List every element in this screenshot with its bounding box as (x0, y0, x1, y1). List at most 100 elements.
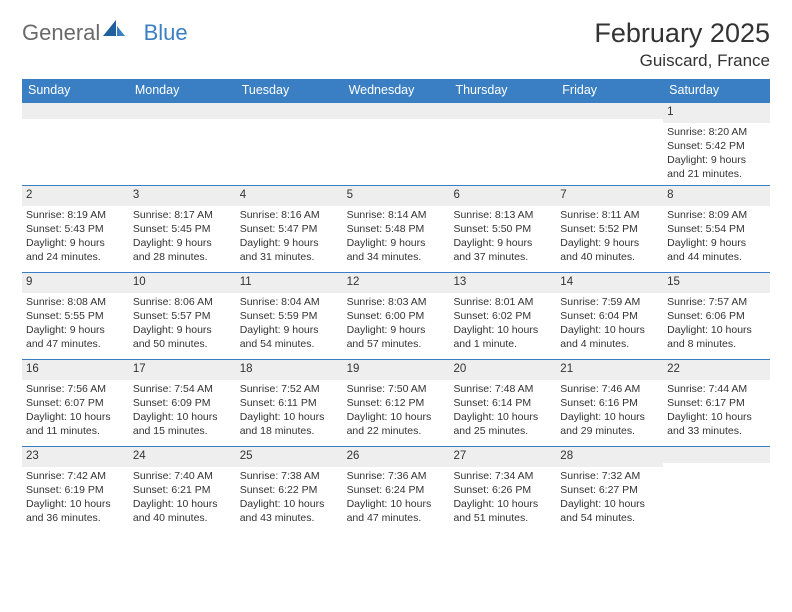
sunset-text: Sunset: 6:24 PM (347, 483, 446, 497)
calendar-cell: 7 Sunrise: 8:11 AMSunset: 5:52 PMDaylight… (556, 186, 663, 272)
brand-word-1: General (22, 20, 100, 46)
day-header: Wednesday (343, 79, 450, 102)
sunset-text: Sunset: 5:42 PM (667, 139, 766, 153)
sunrise-text: Sunrise: 7:48 AM (453, 382, 552, 396)
sunrise-text: Sunrise: 8:16 AM (240, 208, 339, 222)
day-number: 23 (22, 447, 129, 467)
calendar-week: 23Sunrise: 7:42 AMSunset: 6:19 PMDayligh… (22, 446, 770, 533)
month-title: February 2025 (594, 18, 770, 49)
brand-word-2: Blue (144, 20, 188, 46)
sunset-text: Sunset: 6:02 PM (453, 309, 552, 323)
calendar-cell: 25 Sunrise: 7:38 AMSunset: 6:22 PMDayligh… (236, 447, 343, 533)
daylight-text: Daylight: 9 hours and 54 minutes. (240, 323, 339, 351)
calendar-week: 9Sunrise: 8:08 AMSunset: 5:55 PMDaylight… (22, 272, 770, 359)
day-number: 24 (129, 447, 236, 467)
sunrise-text: Sunrise: 8:04 AM (240, 295, 339, 309)
day-number: 3 (129, 186, 236, 206)
daylight-text: Daylight: 9 hours and 40 minutes. (560, 236, 659, 264)
day-number (663, 447, 770, 463)
sunrise-text: Sunrise: 8:11 AM (560, 208, 659, 222)
sunset-text: Sunset: 6:19 PM (26, 483, 125, 497)
day-header: Saturday (663, 79, 770, 102)
day-number: 25 (236, 447, 343, 467)
calendar-cell: 3Sunrise: 8:17 AMSunset: 5:45 PMDaylight… (129, 186, 236, 272)
daylight-text: Daylight: 10 hours and 1 minute. (453, 323, 552, 351)
day-number: 18 (236, 360, 343, 380)
sunset-text: Sunset: 6:12 PM (347, 396, 446, 410)
daylight-text: Daylight: 10 hours and 25 minutes. (453, 410, 552, 438)
sunset-text: Sunset: 6:00 PM (347, 309, 446, 323)
daylight-text: Daylight: 9 hours and 37 minutes. (453, 236, 552, 264)
day-header: Tuesday (236, 79, 343, 102)
sunset-text: Sunset: 6:17 PM (667, 396, 766, 410)
sunrise-text: Sunrise: 8:03 AM (347, 295, 446, 309)
daylight-text: Daylight: 10 hours and 18 minutes. (240, 410, 339, 438)
day-number: 17 (129, 360, 236, 380)
sunrise-text: Sunrise: 7:44 AM (667, 382, 766, 396)
sunset-text: Sunset: 6:22 PM (240, 483, 339, 497)
day-number: 28 (556, 447, 663, 467)
sunset-text: Sunset: 6:26 PM (453, 483, 552, 497)
sunrise-text: Sunrise: 7:59 AM (560, 295, 659, 309)
sunset-text: Sunset: 5:48 PM (347, 222, 446, 236)
sunrise-text: Sunrise: 7:46 AM (560, 382, 659, 396)
calendar-cell: 24Sunrise: 7:40 AMSunset: 6:21 PMDayligh… (129, 447, 236, 533)
calendar-cell: 14 Sunrise: 7:59 AMSunset: 6:04 PMDayligh… (556, 273, 663, 359)
sunrise-text: Sunrise: 8:06 AM (133, 295, 232, 309)
day-header: Friday (556, 79, 663, 102)
calendar-cell: 1Sunrise: 8:20 AMSunset: 5:42 PMDaylight… (663, 103, 770, 185)
daylight-text: Daylight: 9 hours and 28 minutes. (133, 236, 232, 264)
day-number (449, 103, 556, 119)
sunrise-text: Sunrise: 7:54 AM (133, 382, 232, 396)
day-number: 9 (22, 273, 129, 293)
sunset-text: Sunset: 5:57 PM (133, 309, 232, 323)
calendar-week: 16Sunrise: 7:56 AMSunset: 6:07 PMDayligh… (22, 359, 770, 446)
sunrise-text: Sunrise: 7:40 AM (133, 469, 232, 483)
calendar-cell (663, 447, 770, 533)
day-number: 16 (22, 360, 129, 380)
calendar-week: 1Sunrise: 8:20 AMSunset: 5:42 PMDaylight… (22, 102, 770, 185)
daylight-text: Daylight: 10 hours and 4 minutes. (560, 323, 659, 351)
calendar-cell: 13Sunrise: 8:01 AMSunset: 6:02 PMDayligh… (449, 273, 556, 359)
sunset-text: Sunset: 6:16 PM (560, 396, 659, 410)
daylight-text: Daylight: 10 hours and 43 minutes. (240, 497, 339, 525)
sunrise-text: Sunrise: 8:19 AM (26, 208, 125, 222)
calendar-cell (556, 103, 663, 185)
sunrise-text: Sunrise: 7:32 AM (560, 469, 659, 483)
daylight-text: Daylight: 10 hours and 33 minutes. (667, 410, 766, 438)
sunset-text: Sunset: 5:47 PM (240, 222, 339, 236)
daylight-text: Daylight: 9 hours and 44 minutes. (667, 236, 766, 264)
calendar-cell: 21Sunrise: 7:46 AMSunset: 6:16 PMDayligh… (556, 360, 663, 446)
sunrise-text: Sunrise: 7:34 AM (453, 469, 552, 483)
sunrise-text: Sunrise: 7:38 AM (240, 469, 339, 483)
day-number: 2 (22, 186, 129, 206)
sunset-text: Sunset: 6:06 PM (667, 309, 766, 323)
calendar-cell: 11Sunrise: 8:04 AMSunset: 5:59 PMDayligh… (236, 273, 343, 359)
sunset-text: Sunset: 5:52 PM (560, 222, 659, 236)
day-number: 6 (449, 186, 556, 206)
calendar-page: General Blue February 2025 Guiscard, Fra… (0, 0, 792, 543)
calendar-cell: 28Sunrise: 7:32 AMSunset: 6:27 PMDayligh… (556, 447, 663, 533)
day-number: 14 (556, 273, 663, 293)
calendar-cell: 10 Sunrise: 8:06 AMSunset: 5:57 PMDayligh… (129, 273, 236, 359)
sunset-text: Sunset: 6:07 PM (26, 396, 125, 410)
calendar-cell: 5Sunrise: 8:14 AMSunset: 5:48 PMDaylight… (343, 186, 450, 272)
sunset-text: Sunset: 6:04 PM (560, 309, 659, 323)
calendar-cell: 8Sunrise: 8:09 AMSunset: 5:54 PMDaylight… (663, 186, 770, 272)
daylight-text: Daylight: 9 hours and 50 minutes. (133, 323, 232, 351)
day-number: 26 (343, 447, 450, 467)
day-number: 10 (129, 273, 236, 293)
day-number: 7 (556, 186, 663, 206)
day-number: 27 (449, 447, 556, 467)
day-number: 21 (556, 360, 663, 380)
daylight-text: Daylight: 10 hours and 8 minutes. (667, 323, 766, 351)
calendar-cell: 9Sunrise: 8:08 AMSunset: 5:55 PMDaylight… (22, 273, 129, 359)
calendar-cell (22, 103, 129, 185)
day-number (129, 103, 236, 119)
location-label: Guiscard, France (594, 51, 770, 71)
sunrise-text: Sunrise: 8:20 AM (667, 125, 766, 139)
sunset-text: Sunset: 6:27 PM (560, 483, 659, 497)
day-number: 5 (343, 186, 450, 206)
sunset-text: Sunset: 5:43 PM (26, 222, 125, 236)
day-number (556, 103, 663, 119)
